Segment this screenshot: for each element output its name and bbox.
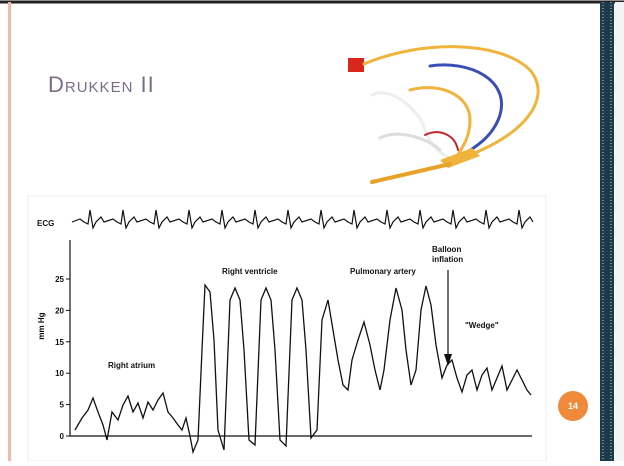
slide-title: Drukken II xyxy=(48,72,155,97)
annotation: Pulmonary artery xyxy=(350,267,416,276)
y-tick-label: 10 xyxy=(55,369,64,378)
right-edge xyxy=(615,2,624,461)
y-tick-label: 15 xyxy=(55,338,64,347)
annotation: Right atrium xyxy=(108,361,155,370)
slide: Drukken II ECG mm Hg 0 5 10 15 20 25 Right at… xyxy=(0,0,624,461)
annotation: Right ventricle xyxy=(222,267,278,276)
catheter-image xyxy=(348,47,538,182)
y-tick-label: 20 xyxy=(55,306,64,315)
y-axis-label: mm Hg xyxy=(37,312,46,339)
slide-number: 14 xyxy=(568,401,578,411)
annotation: "Wedge" xyxy=(465,321,499,330)
right-bar xyxy=(600,2,614,461)
annotation: Balloon xyxy=(432,245,461,254)
annotation: inflation xyxy=(432,255,463,264)
left-border xyxy=(8,2,11,461)
y-tick-label: 25 xyxy=(55,275,64,284)
slide-canvas: Drukken II ECG mm Hg 0 5 10 15 20 25 Right at… xyxy=(0,0,624,461)
ecg-label: ECG xyxy=(37,219,54,228)
y-tick-label: 5 xyxy=(60,401,65,410)
y-tick-label: 0 xyxy=(60,432,65,441)
